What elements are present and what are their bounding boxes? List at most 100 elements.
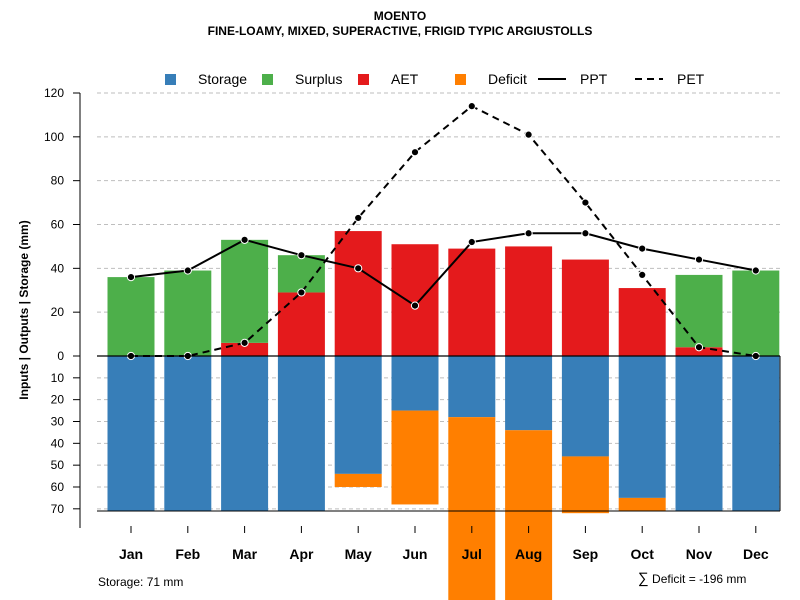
legend-label: Surplus [295, 71, 342, 87]
storage-bar-dec [732, 356, 780, 511]
legend-swatch-storage [165, 74, 176, 85]
chart-subtitle: FINE-LOAMY, MIXED, SUPERACTIVE, FRIGID T… [207, 24, 593, 38]
ppt-point-sep [581, 229, 590, 238]
x-tick-label: Jun [403, 546, 428, 562]
pet-point-sep [581, 198, 590, 207]
storage-total-note: Storage: 71 mm [98, 575, 184, 589]
sigma-symbol: ∑ [638, 570, 649, 587]
ppt-point-nov [694, 255, 704, 264]
pet-line [131, 104, 756, 357]
y-tick-label: 0 [57, 349, 64, 363]
x-tick-label: Apr [289, 546, 314, 562]
aet-bar-oct [618, 288, 666, 356]
storage-bar-nov [675, 356, 723, 511]
y-tick-label: 30 [51, 414, 65, 428]
y-tick-label: 50 [51, 458, 65, 472]
pet-point-jun [410, 148, 420, 157]
ppt-point-oct [638, 244, 647, 253]
y-tick-label: 120 [44, 86, 64, 100]
x-tick-label: Dec [743, 546, 769, 562]
storage-bar-mar [221, 356, 269, 511]
ppt-point-feb [183, 266, 192, 275]
deficit-bar-jul [448, 417, 496, 600]
y-tick-label: 60 [51, 480, 65, 494]
aet-bar-jun [391, 244, 439, 356]
x-tick-label: Nov [686, 546, 713, 562]
y-tick-label: 80 [51, 174, 65, 188]
x-tick-label: May [345, 546, 372, 562]
y-tick-label: 20 [51, 393, 65, 407]
deficit-total-note: ∑ Deficit = -196 mm [638, 570, 746, 587]
legend-swatch-aet [358, 74, 369, 85]
y-tick-label: 20 [51, 305, 65, 319]
bars [107, 231, 780, 600]
ppt-point-jul [467, 237, 476, 247]
storage-bar-jun [391, 356, 439, 411]
surplus-bar-dec [732, 270, 780, 356]
legend-swatch-surplus [262, 74, 273, 85]
deficit-bar-may [334, 473, 382, 487]
surplus-bar-mar [221, 239, 269, 343]
pet-point-apr [297, 288, 306, 297]
x-tick-label: Oct [631, 546, 655, 562]
deficit-total-text: Deficit = -196 mm [652, 572, 747, 586]
deficit-bar-aug [505, 430, 553, 600]
aet-bar-sep [561, 259, 609, 356]
y-tick-label: 40 [51, 261, 65, 275]
ppt-line [130, 232, 756, 307]
storage-bar-jan [107, 356, 155, 511]
x-tick-label: Jul [462, 546, 482, 562]
surplus-bar-jan [107, 277, 155, 356]
ppt-point-may [354, 264, 363, 273]
y-tick-label: 100 [44, 130, 64, 144]
pet-point-may [354, 213, 363, 223]
ppt-point-apr [297, 251, 306, 260]
lines [126, 102, 760, 361]
storage-bar-feb [164, 356, 212, 511]
surplus-bar-nov [675, 274, 723, 348]
aet-bar-aug [505, 246, 553, 356]
ppt-point-aug [524, 229, 533, 238]
storage-bar-sep [561, 356, 609, 457]
aet-bar-apr [277, 292, 325, 356]
surplus-bar-apr [277, 255, 325, 293]
storage-bar-jul [448, 356, 496, 418]
chart-title: MOENTO [373, 9, 427, 23]
legend-label: Deficit [488, 71, 527, 87]
ppt-point-dec [751, 266, 760, 275]
ppt-point-mar [240, 235, 249, 244]
aet-bar-nov [675, 347, 723, 356]
aet-bar-may [334, 231, 382, 356]
legend-label: Storage [198, 71, 247, 87]
pet-point-nov [694, 343, 704, 352]
legend-label: PPT [580, 71, 608, 87]
aet-bar-jul [448, 248, 496, 356]
legend-label: PET [677, 71, 705, 87]
ppt-point-jun [410, 301, 420, 310]
pet-point-jul [467, 102, 476, 111]
pet-point-aug [524, 130, 533, 139]
deficit-bar-sep [561, 456, 609, 514]
y-tick-label: 10 [51, 371, 65, 385]
legend-swatch-deficit [455, 74, 466, 85]
ppt-point-jan [126, 273, 136, 282]
storage-bar-aug [505, 356, 553, 431]
x-tick-label: Aug [515, 546, 542, 562]
deficit-bar-jun [391, 410, 439, 505]
x-tick-label: Mar [232, 546, 257, 562]
y-tick-label: 60 [51, 218, 65, 232]
legend: Storage Surplus AET Deficit PPT PET [165, 71, 705, 87]
y-tick-label: 40 [51, 436, 65, 450]
y-axis-label: Inputs | Outputs | Storage (mm) [17, 220, 31, 399]
axes: 0 20 40 60 80 100 120 10 20 30 40 50 60 70 Inputs | Ou… [17, 86, 781, 562]
deficit-bar-oct [618, 497, 666, 511]
x-tick-label: Sep [573, 546, 599, 562]
surplus-bar-feb [164, 270, 212, 356]
storage-bar-apr [277, 356, 325, 511]
storage-bar-oct [618, 356, 666, 498]
x-tick-label: Jan [119, 546, 143, 562]
x-tick-label: Feb [175, 546, 200, 562]
y-tick-label: 70 [51, 502, 65, 516]
pet-point-oct [638, 270, 647, 280]
